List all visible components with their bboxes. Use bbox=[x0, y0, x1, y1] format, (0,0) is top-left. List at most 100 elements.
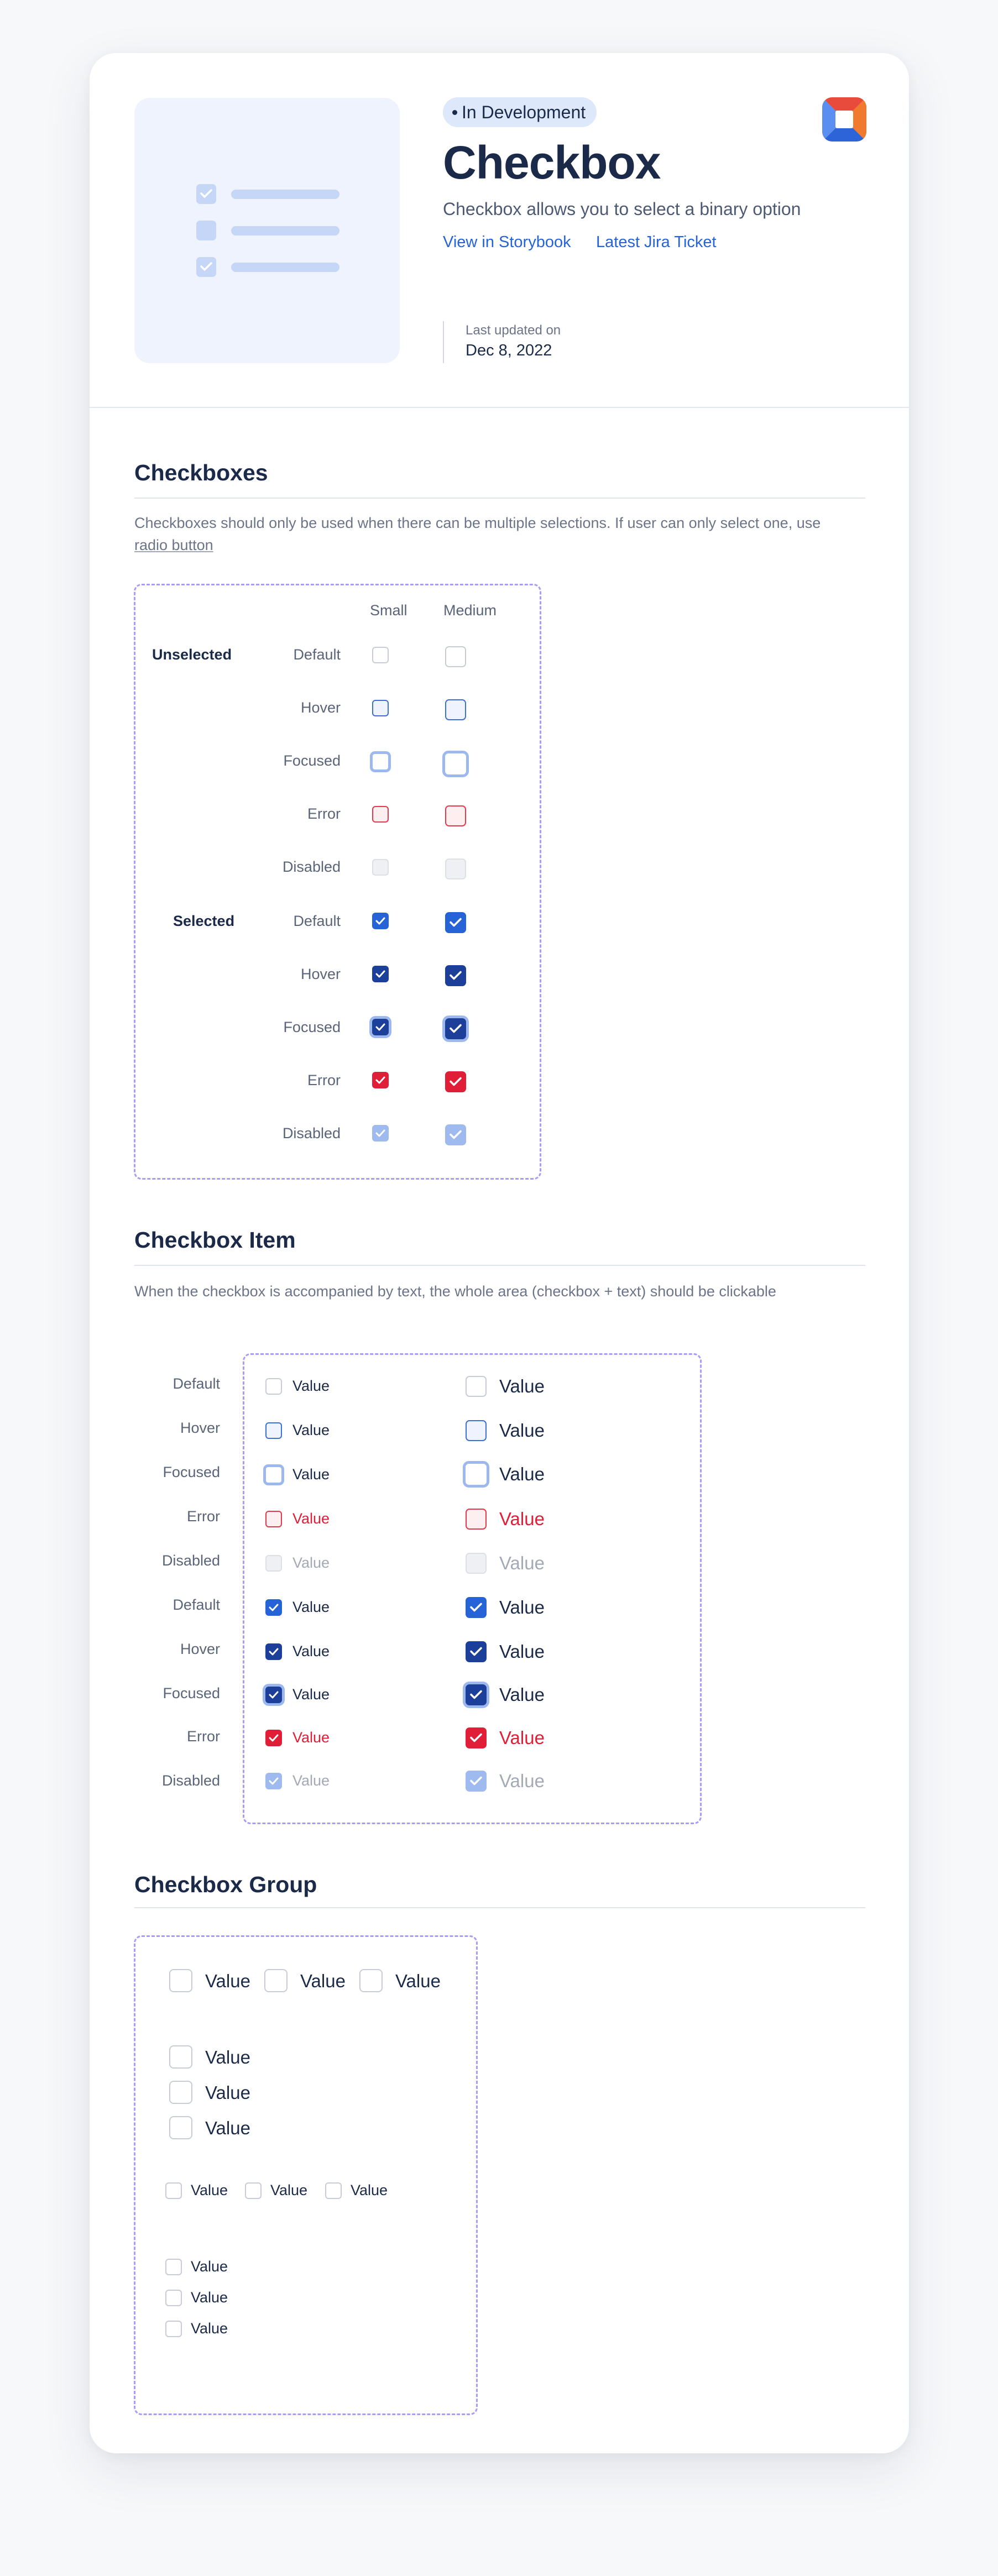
section-title-checkboxes: Checkboxes bbox=[134, 460, 268, 485]
checkbox-medium-default[interactable] bbox=[445, 646, 466, 667]
checkbox-medium-focused[interactable] bbox=[442, 751, 469, 777]
group-checkbox[interactable] bbox=[169, 2045, 192, 2069]
checkbox-small-checked-focused[interactable] bbox=[372, 1019, 389, 1035]
group-checkbox-small[interactable] bbox=[165, 2182, 182, 2199]
checkbox-item-medium-checked-error[interactable] bbox=[466, 1727, 487, 1748]
checkbox-item-medium-checked-hover[interactable] bbox=[466, 1641, 487, 1662]
checkbox-item-medium-focused[interactable] bbox=[463, 1461, 489, 1488]
group-checkbox[interactable] bbox=[264, 1969, 288, 1992]
checkbox-item-label[interactable]: Value bbox=[499, 1420, 545, 1441]
group-checkbox[interactable] bbox=[169, 2116, 192, 2139]
group-checkbox-label[interactable]: Value bbox=[351, 2182, 388, 2198]
group-checkbox-label[interactable]: Value bbox=[205, 2082, 250, 2103]
checkbox-item-small-hover[interactable] bbox=[265, 1422, 282, 1439]
checkbox-item-label[interactable]: Value bbox=[292, 1378, 330, 1394]
checkbox-item-label: Value bbox=[499, 1553, 545, 1573]
checkbox-small-disabled bbox=[372, 859, 389, 876]
checkboxes-description: Checkboxes should only be used when ther… bbox=[134, 515, 821, 553]
checkbox-medium-checked-focused[interactable] bbox=[445, 1018, 466, 1039]
checkbox-item-medium-checked-default[interactable] bbox=[466, 1597, 487, 1618]
checkbox-item-label[interactable]: Value bbox=[292, 1510, 330, 1527]
checkbox-item-label[interactable]: Value bbox=[292, 1729, 330, 1746]
checkbox-item-small-error[interactable] bbox=[265, 1511, 282, 1527]
row-label: Disabled bbox=[161, 1552, 220, 1569]
state-label: Error bbox=[307, 805, 341, 822]
checkbox-medium-checked-error[interactable] bbox=[445, 1071, 466, 1092]
checkbox-medium-disabled bbox=[445, 858, 466, 879]
checkbox-medium-error[interactable] bbox=[445, 805, 466, 826]
group-checkbox-label[interactable]: Value bbox=[191, 2258, 228, 2275]
checkbox-medium-hover[interactable] bbox=[445, 699, 466, 720]
section-rule bbox=[134, 498, 865, 499]
brand-logo-icon bbox=[822, 97, 866, 142]
checkbox-item-small-disabled bbox=[265, 1555, 282, 1572]
checkbox-item-small-focused[interactable] bbox=[263, 1464, 284, 1485]
checkbox-item-label[interactable]: Value bbox=[499, 1684, 545, 1705]
checkbox-item-label[interactable]: Value bbox=[499, 1597, 545, 1617]
checkbox-small-checked-hover[interactable] bbox=[372, 966, 389, 982]
group-checkbox[interactable] bbox=[359, 1969, 383, 1992]
page-subtitle: Checkbox allows you to select a binary o… bbox=[443, 199, 801, 219]
header-divider bbox=[90, 407, 909, 408]
group-checkbox-small[interactable] bbox=[325, 2182, 342, 2199]
checkbox-item-small-checked-focused[interactable] bbox=[265, 1687, 282, 1703]
group-checkbox-small[interactable] bbox=[245, 2182, 262, 2199]
checkbox-item-small-default[interactable] bbox=[265, 1378, 282, 1395]
checkbox-item-label[interactable]: Value bbox=[499, 1464, 545, 1484]
group-checkbox-small[interactable] bbox=[165, 2290, 182, 2306]
checkbox-small-focused[interactable] bbox=[370, 751, 391, 772]
group-checkbox-label[interactable]: Value bbox=[205, 2118, 250, 2138]
jira-link[interactable]: Latest Jira Ticket bbox=[596, 233, 717, 251]
checkbox-item-small-checked-default[interactable] bbox=[265, 1599, 282, 1616]
group-checkbox-label[interactable]: Value bbox=[191, 2320, 228, 2337]
checkbox-small-checked-error[interactable] bbox=[372, 1072, 389, 1088]
checkbox-medium-checked-default[interactable] bbox=[445, 912, 466, 933]
checkbox-small-hover[interactable] bbox=[372, 700, 389, 716]
doc-card: In Development Checkbox Checkbox allows … bbox=[90, 53, 909, 2453]
checkboxes-frame: Small Medium Unselected Selected Default… bbox=[134, 584, 541, 1180]
group-checkbox-small[interactable] bbox=[165, 2321, 182, 2337]
storybook-link[interactable]: View in Storybook bbox=[443, 233, 571, 251]
checkbox-item-label[interactable]: Value bbox=[292, 1422, 330, 1438]
group-checkbox-label[interactable]: Value bbox=[191, 2182, 228, 2198]
row-label: Focused bbox=[163, 1464, 220, 1480]
checkbox-item-label[interactable]: Value bbox=[499, 1641, 545, 1662]
checkbox-small-checked-disabled bbox=[372, 1125, 389, 1142]
group-checkbox-label[interactable]: Value bbox=[205, 1971, 250, 1991]
checkbox-item-label[interactable]: Value bbox=[292, 1466, 330, 1483]
checkbox-item-label[interactable]: Value bbox=[292, 1686, 330, 1703]
checkbox-item-medium-error[interactable] bbox=[466, 1509, 487, 1530]
group-checkbox[interactable] bbox=[169, 1969, 192, 1992]
checkbox-group-frame: Value Value Value Value Value Value Valu… bbox=[134, 1935, 478, 2415]
checkbox-item-label[interactable]: Value bbox=[499, 1376, 545, 1396]
row-label: Focused bbox=[163, 1685, 220, 1701]
checkbox-item-label[interactable]: Value bbox=[292, 1599, 330, 1615]
checkbox-item-small-checked-error[interactable] bbox=[265, 1730, 282, 1746]
checkbox-item-medium-checked-focused[interactable] bbox=[466, 1684, 487, 1705]
preview-line bbox=[231, 226, 339, 235]
state-label: Error bbox=[307, 1072, 341, 1088]
row-label: Disabled bbox=[161, 1772, 220, 1789]
group-checkbox-small[interactable] bbox=[165, 2259, 182, 2275]
checkbox-item-label[interactable]: Value bbox=[499, 1727, 545, 1748]
checkbox-small-default[interactable] bbox=[372, 647, 389, 663]
group-checkbox-label[interactable]: Value bbox=[300, 1971, 346, 1991]
checkbox-item-label: Value bbox=[292, 1554, 330, 1571]
preview-line bbox=[231, 190, 339, 199]
checkbox-item-label[interactable]: Value bbox=[292, 1643, 330, 1659]
group-checkbox-label[interactable]: Value bbox=[191, 2289, 228, 2306]
checkbox-small-error[interactable] bbox=[372, 806, 389, 823]
checkbox-item-small-checked-hover[interactable] bbox=[265, 1643, 282, 1660]
checkbox-item-medium-default[interactable] bbox=[466, 1376, 487, 1397]
checkbox-item-label[interactable]: Value bbox=[499, 1509, 545, 1529]
checkbox-medium-checked-hover[interactable] bbox=[445, 965, 466, 986]
group-checkbox[interactable] bbox=[169, 2081, 192, 2104]
checkbox-item-medium-hover[interactable] bbox=[466, 1420, 487, 1441]
section-rule bbox=[134, 1265, 865, 1266]
group-checkbox-label[interactable]: Value bbox=[395, 1971, 441, 1991]
group-checkbox-label[interactable]: Value bbox=[270, 2182, 308, 2198]
checkbox-small-checked-default[interactable] bbox=[372, 913, 389, 929]
radio-button-link[interactable]: radio button bbox=[134, 537, 213, 553]
group-checkbox-label[interactable]: Value bbox=[205, 2047, 250, 2067]
preview-checked-icon bbox=[196, 257, 216, 277]
